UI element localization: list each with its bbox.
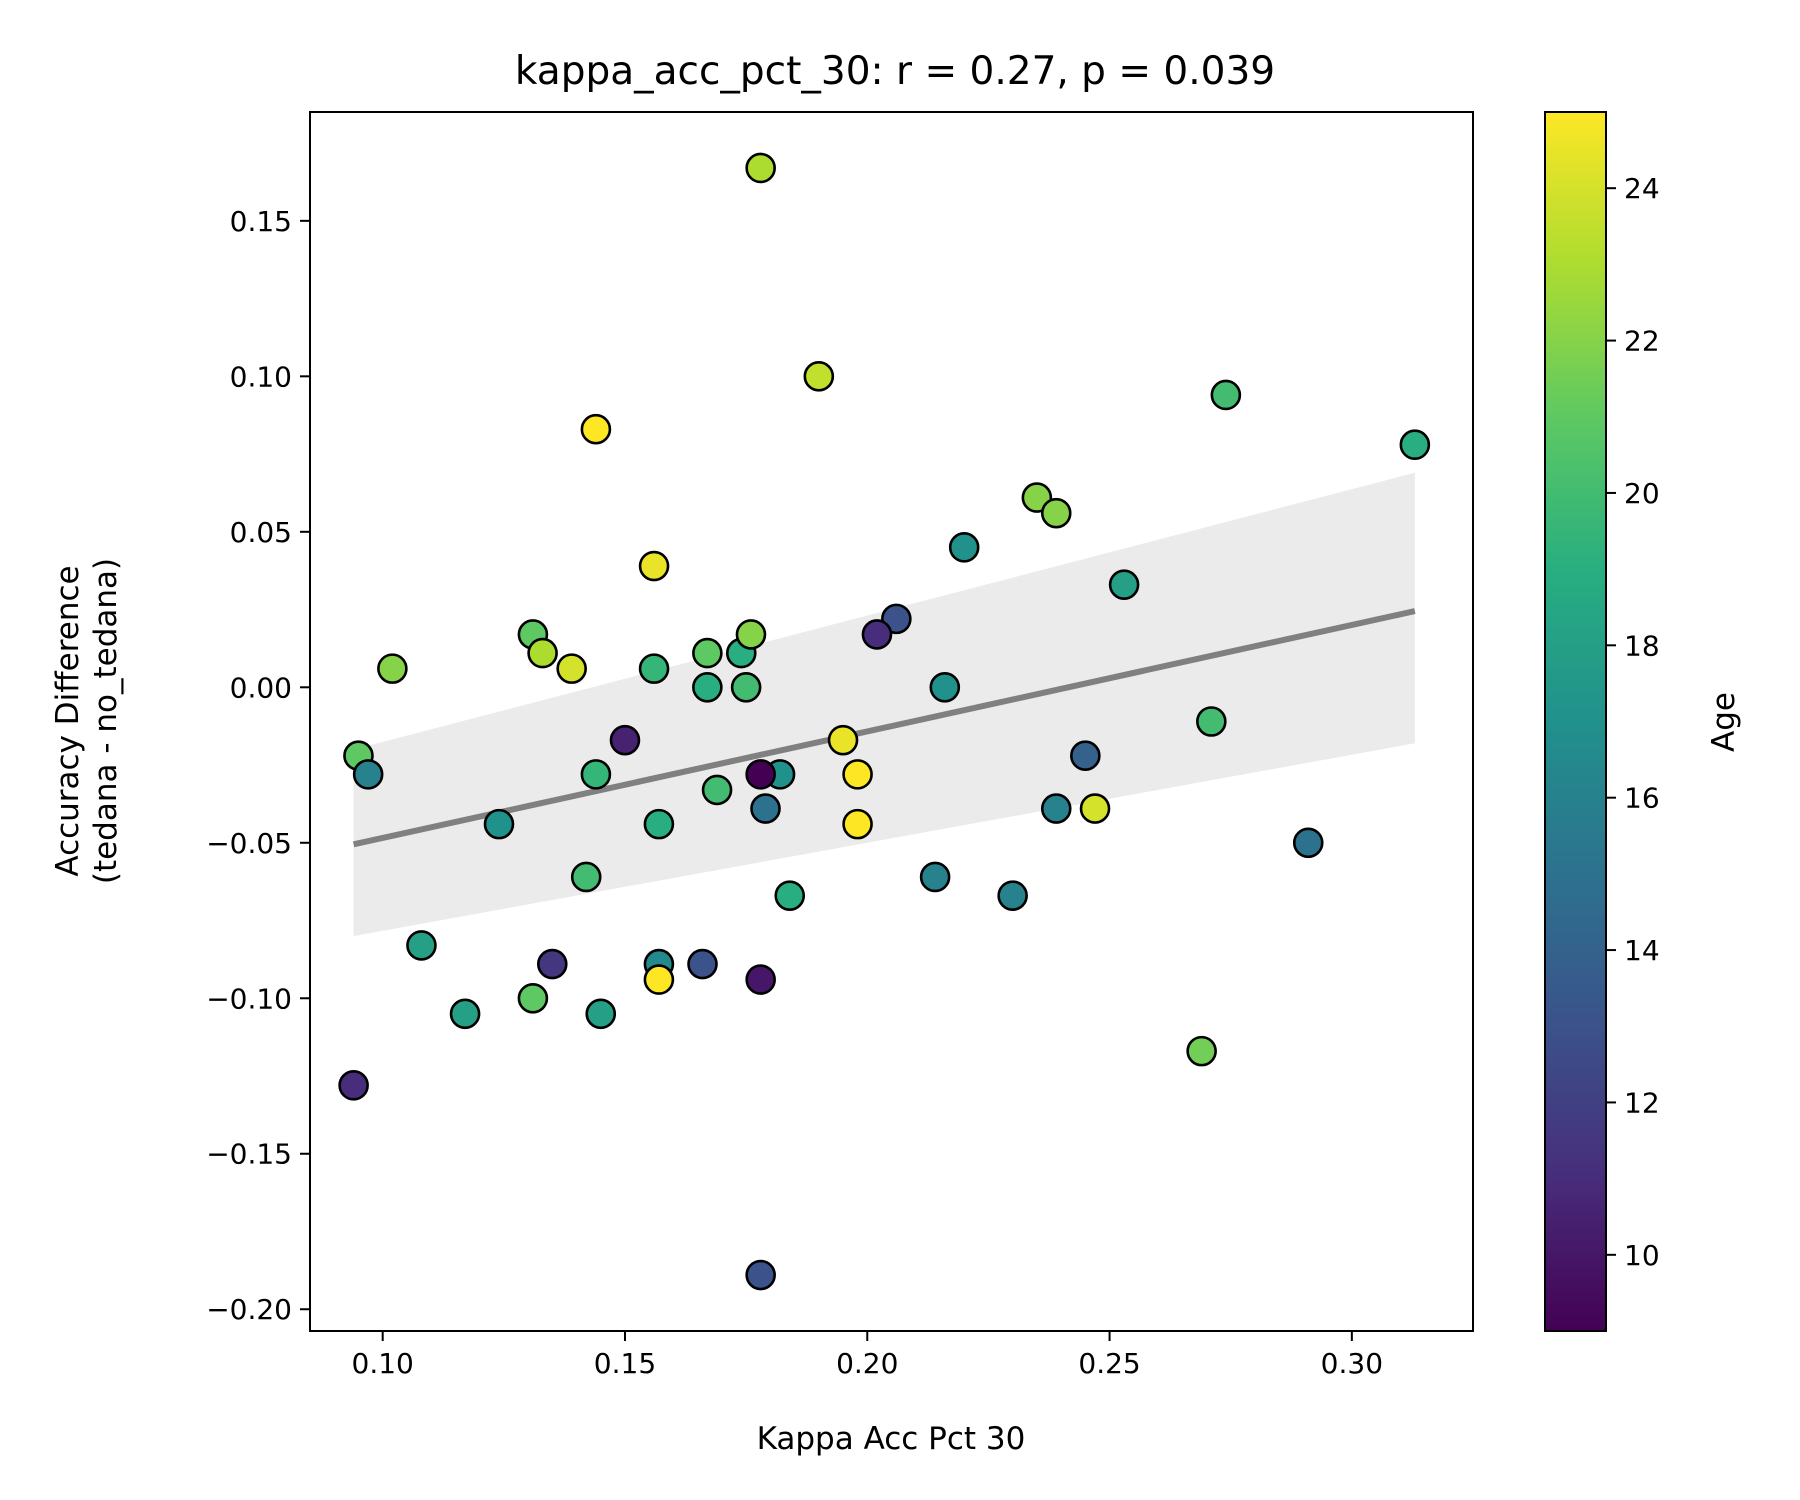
data-point [745,964,776,995]
data-point [449,998,481,1030]
y-tick-label: −0.15 [206,1138,292,1171]
data-point [585,998,617,1030]
colorbar-tick-label: 20 [1624,477,1660,510]
data-point [517,982,549,1014]
data-point [1040,497,1072,529]
data-point [745,1259,776,1291]
y-axis-label: Accuracy Difference (tedana - no_tedana) [50,558,124,884]
data-point [745,152,776,184]
data-point [929,671,961,703]
chart-title: kappa_acc_pct_30: r = 0.27, p = 0.039 [515,49,1275,94]
data-point [570,861,602,893]
data-point [338,1070,369,1101]
data-point [692,671,723,703]
x-tick-label: 0.25 [1078,1347,1140,1380]
y-tick-label: −0.10 [206,982,292,1015]
data-point [1079,793,1111,824]
data-point [1108,569,1140,600]
data-point [406,930,437,961]
data-point [536,948,568,980]
data-point [842,759,873,790]
data-point [730,671,762,703]
colorbar [1544,111,1607,1332]
data-point [842,808,873,840]
data-point [1196,706,1227,737]
data-point [750,793,781,824]
colorbar-tick-label: 18 [1624,629,1660,662]
y-tick-label: 0.10 [230,360,292,393]
data-point [687,948,718,980]
data-point [735,619,767,650]
data-point [919,861,951,893]
data-point [609,724,641,756]
x-tick-label: 0.15 [594,1347,656,1380]
plot-frame [309,111,1474,1332]
confidence-band [353,472,1415,937]
data-point [527,637,558,669]
data-point [643,808,675,840]
colorbar-tick-label: 14 [1624,934,1660,967]
data-point [1186,1035,1217,1067]
colorbar-tick-label: 22 [1624,325,1660,358]
colorbar-tick-label: 16 [1624,782,1660,815]
data-point [1399,429,1431,461]
x-tick-label: 0.20 [836,1347,898,1380]
data-point [997,880,1028,911]
data-point [638,550,670,582]
data-point [483,808,515,840]
x-tick-label: 0.10 [352,1347,414,1380]
data-point [861,619,893,650]
data-point [745,759,776,790]
colorbar-label: Age [1706,692,1742,752]
data-point [580,413,612,445]
data-point [1040,793,1072,824]
y-tick-label: 0.05 [230,516,292,549]
data-point [643,964,675,995]
colorbar-tick-label: 10 [1624,1239,1660,1272]
data-point [701,774,733,806]
data-point [1070,740,1101,772]
data-point [692,637,723,669]
data-point [1210,379,1242,411]
data-point [827,724,859,756]
data-point [948,532,980,563]
y-tick-label: −0.20 [206,1293,292,1326]
data-point [803,361,835,392]
data-point [556,653,587,684]
data-point [352,759,384,790]
y-tick-label: 0.00 [230,671,292,704]
y-tick-label: −0.05 [206,827,292,860]
x-axis-label: Kappa Acc Pct 30 [757,1421,1026,1457]
data-point [580,759,612,790]
regression-line [352,608,1416,848]
colorbar-tick-label: 24 [1624,172,1660,205]
colorbar-tick-label: 12 [1624,1086,1660,1119]
y-axis-label-line-2: (tedana - no_tedana) [88,558,124,884]
data-point [638,653,670,684]
y-axis-label-line-1: Accuracy Difference [50,565,86,876]
data-point [774,880,806,911]
data-point [1292,827,1324,859]
y-tick-label: 0.15 [230,205,292,238]
data-point [377,653,408,684]
x-tick-label: 0.30 [1321,1347,1383,1380]
